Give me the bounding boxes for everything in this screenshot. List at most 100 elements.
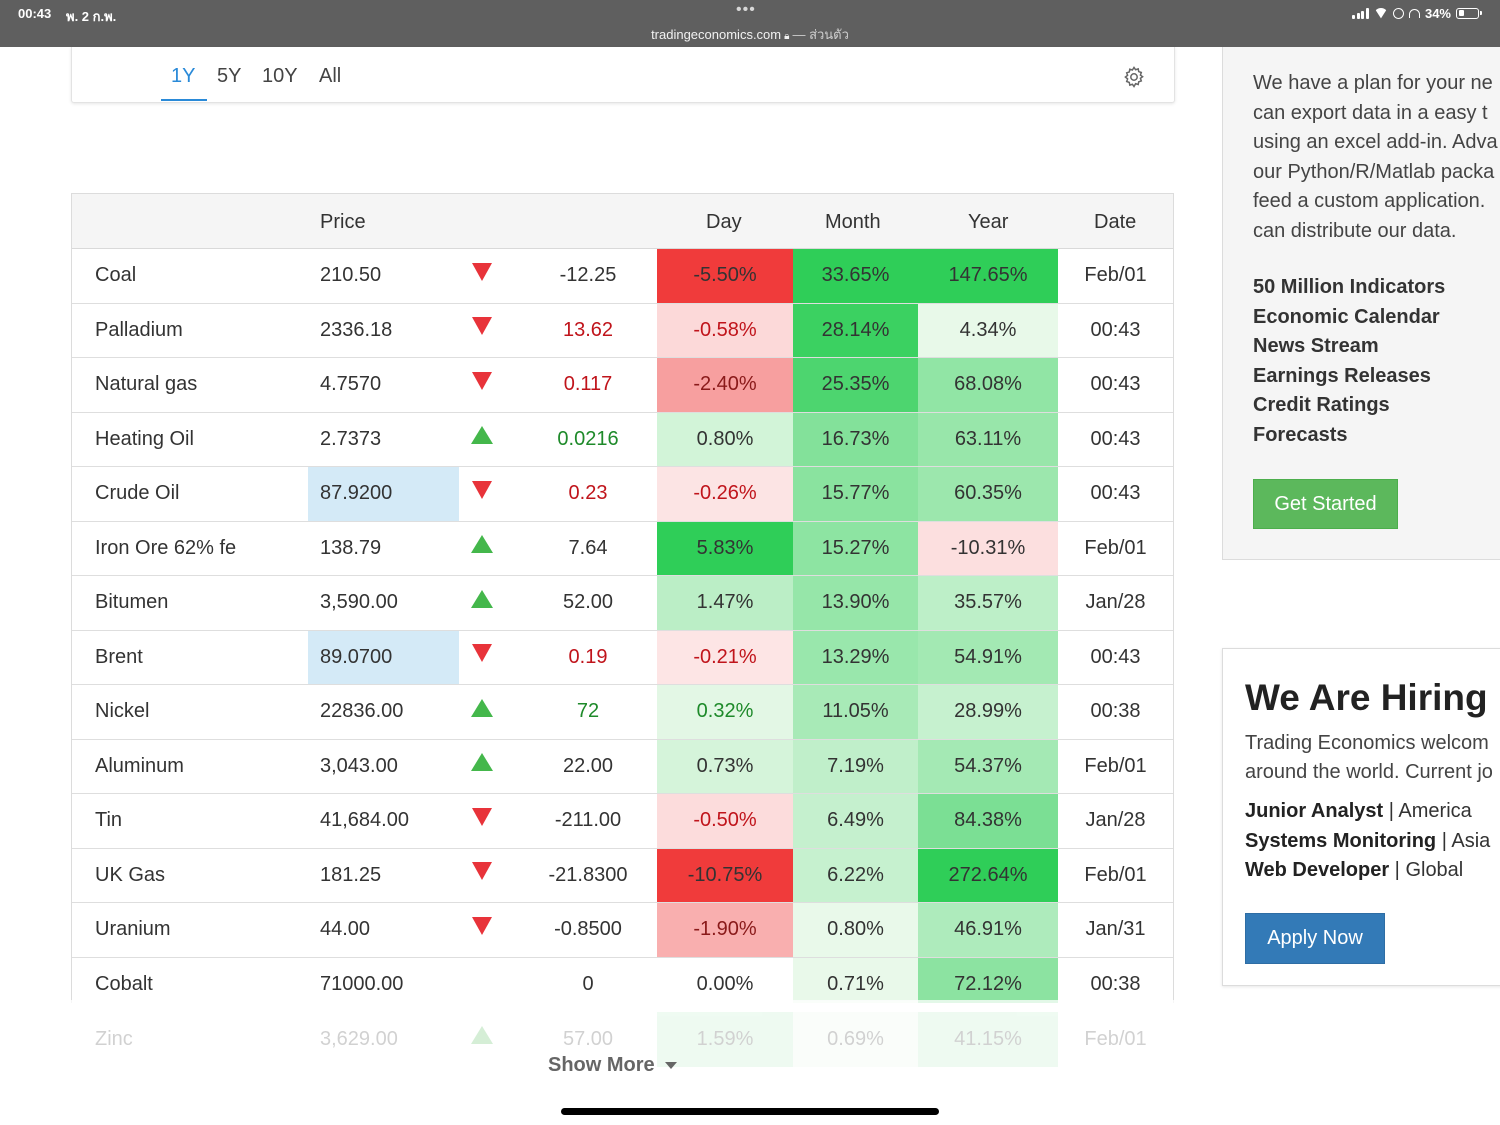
- cellular-signal-icon: [1352, 7, 1369, 19]
- arrow-down-icon: [472, 262, 492, 281]
- date-value: 00:43: [1090, 427, 1141, 450]
- change-value: -21.8300: [548, 863, 628, 886]
- table-row[interactable]: Aluminum 3,043.00 22.00 0.73% 7.19% 54.37% Feb…: [72, 739, 1173, 794]
- feature-item: 50 Million Indicators: [1253, 276, 1446, 298]
- job-list: Junior Analyst | America Systems Monitor…: [1245, 797, 1500, 886]
- price-value: 44.00: [320, 918, 371, 941]
- plan-text-line: can export data in a easy t: [1253, 101, 1488, 124]
- date-value: 00:43: [1090, 482, 1141, 505]
- tab-overview-dots-icon[interactable]: •••: [736, 1, 756, 18]
- get-started-button[interactable]: Get Started: [1253, 479, 1398, 529]
- show-more-button[interactable]: Show More: [548, 1054, 677, 1077]
- commodity-name: UK Gas: [95, 863, 166, 886]
- price-value: 2.7373: [320, 427, 382, 450]
- table-row[interactable]: Crude Oil 87.9200 0.23 -0.26% 15.77% 60.35% 00…: [72, 467, 1173, 522]
- feature-item: Forecasts: [1253, 423, 1348, 446]
- table-row[interactable]: Cobalt 71000.00 0 0.00% 0.71% 72.12% 00:38: [72, 957, 1173, 1003]
- arrow-up-icon: [471, 589, 493, 608]
- data-plans-panel: We have a plan for your ne can export da…: [1222, 47, 1500, 560]
- commodity-name: Uranium: [95, 918, 171, 941]
- arrow-up-icon: [471, 698, 493, 717]
- job-item[interactable]: Junior Analyst | America: [1245, 800, 1472, 822]
- active-tab-underline: [161, 99, 207, 101]
- month-change: 28.14%: [793, 303, 918, 357]
- change-value: 0.23: [568, 482, 608, 505]
- caret-down-icon: [664, 1062, 677, 1069]
- orientation-lock-icon: [1392, 7, 1404, 19]
- table-row[interactable]: Bitumen 3,590.00 52.00 1.47% 13.90% 35.57% Jan…: [72, 576, 1173, 631]
- table-row[interactable]: Palladium 2336.18 13.62 -0.58% 28.14% 4.34% 00…: [72, 303, 1173, 358]
- tab-range-1y[interactable]: 1Y: [171, 65, 196, 87]
- table-row[interactable]: Tin 41,684.00 -211.00 -0.50% 6.49% 84.38% Jan/…: [72, 794, 1173, 849]
- trend-down-icon: [460, 249, 504, 303]
- show-more-label: Show More: [548, 1054, 655, 1076]
- status-date: พ. 2 ก.พ.: [66, 9, 117, 24]
- change-value: 57.00: [562, 1027, 614, 1050]
- job-item[interactable]: Web Developer | Global: [1245, 859, 1464, 881]
- job-title: Web Developer: [1245, 859, 1390, 881]
- job-item[interactable]: Systems Monitoring | Asia: [1245, 829, 1491, 852]
- year-change: 4.34%: [918, 303, 1058, 357]
- plan-description: We have a plan for your ne can export da…: [1253, 69, 1500, 246]
- chart-range-toolbar: 1Y 5Y 10Y All: [71, 47, 1175, 103]
- table-row[interactable]: Uranium 44.00 -0.8500 -1.90% 0.80% 46.91% Jan/…: [72, 903, 1173, 958]
- address-bar[interactable]: tradingeconomics.com 🔒︎ — ส่วนตัว: [0, 24, 1500, 45]
- arrow-up-icon: [471, 753, 493, 772]
- trend-up-icon: [460, 413, 504, 467]
- date-value: Feb/01: [1084, 1027, 1147, 1050]
- tab-range-5y[interactable]: 5Y: [217, 65, 242, 87]
- commodity-name: Bitumen: [95, 591, 169, 614]
- hiring-text-line: around the world. Current jo: [1245, 761, 1493, 783]
- tab-range-all[interactable]: All: [319, 65, 342, 87]
- day-change: -2.40%: [657, 358, 793, 412]
- table-row[interactable]: Nickel 22836.00 72 0.32% 11.05% 28.99% 00:38: [72, 685, 1173, 740]
- commodity-name: Natural gas: [95, 373, 198, 396]
- arrow-up-icon: [471, 535, 493, 554]
- gear-icon[interactable]: [1122, 65, 1146, 89]
- plan-text-line: can distribute our data.: [1253, 219, 1457, 242]
- month-change: 33.65%: [793, 249, 918, 303]
- change-value: 0.0216: [557, 427, 619, 450]
- day-change: -0.58%: [657, 303, 793, 357]
- apply-now-button[interactable]: Apply Now: [1245, 913, 1385, 964]
- change-value: 7.64: [568, 536, 608, 559]
- change-value: 0.117: [563, 373, 613, 396]
- commodity-name: Crude Oil: [95, 482, 180, 505]
- price-value: 22836.00: [320, 700, 404, 723]
- table-row[interactable]: Coal 210.50 -12.25 -5.50% 33.65% 147.65% Feb/0…: [72, 249, 1173, 304]
- day-change: 0.00%: [657, 957, 793, 1003]
- url-text: tradingeconomics.com: [651, 27, 782, 42]
- date-value: Feb/01: [1084, 863, 1147, 886]
- tab-range-10y[interactable]: 10Y: [262, 65, 298, 87]
- year-change: 147.65%: [918, 249, 1058, 303]
- arrow-up-icon: [471, 1026, 493, 1045]
- table-row[interactable]: Zinc 3,629.00 57.00 1.59% 0.69% 41.15% Feb/01: [72, 1012, 1173, 1067]
- date-value: 00:43: [1090, 645, 1141, 668]
- table-row[interactable]: Natural gas 4.7570 0.117 -2.40% 25.35% 68.08%…: [72, 358, 1173, 413]
- table-row[interactable]: UK Gas 181.25 -21.8300 -10.75% 6.22% 272.64% F…: [72, 848, 1173, 903]
- home-indicator[interactable]: [561, 1108, 939, 1115]
- plan-text-line: using an excel add-in. Adva: [1253, 131, 1498, 153]
- header-year: Year: [968, 211, 1009, 233]
- trend-down-icon: [460, 631, 504, 685]
- table-row[interactable]: Heating Oil 2.7373 0.0216 0.80% 16.73% 63.11%…: [72, 412, 1173, 467]
- date-value: Jan/28: [1085, 591, 1146, 614]
- price-value: 4.7570: [320, 373, 382, 396]
- price-value: 71000.00: [320, 972, 404, 995]
- price-value: 87.9200: [308, 467, 459, 521]
- job-region: America: [1398, 800, 1472, 822]
- day-change: 1.47%: [657, 576, 793, 630]
- table-row[interactable]: Brent 89.0700 0.19 -0.21% 13.29% 54.91% 00:43: [72, 630, 1173, 685]
- trend-up-icon: [460, 522, 504, 576]
- trend-down-icon: [460, 794, 504, 848]
- day-change: 0.73%: [657, 739, 793, 793]
- day-change: -0.26%: [657, 467, 793, 521]
- table-row[interactable]: Iron Ore 62% fe 138.79 7.64 5.83% 15.27% -10.…: [72, 521, 1173, 576]
- year-change: 60.35%: [918, 467, 1058, 521]
- date-value: Feb/01: [1084, 264, 1147, 287]
- date-value: 00:38: [1090, 700, 1141, 723]
- job-region: Global: [1405, 859, 1464, 881]
- month-change: 15.77%: [793, 467, 918, 521]
- trend-down-icon: [460, 467, 504, 521]
- change-value: 72: [576, 700, 600, 723]
